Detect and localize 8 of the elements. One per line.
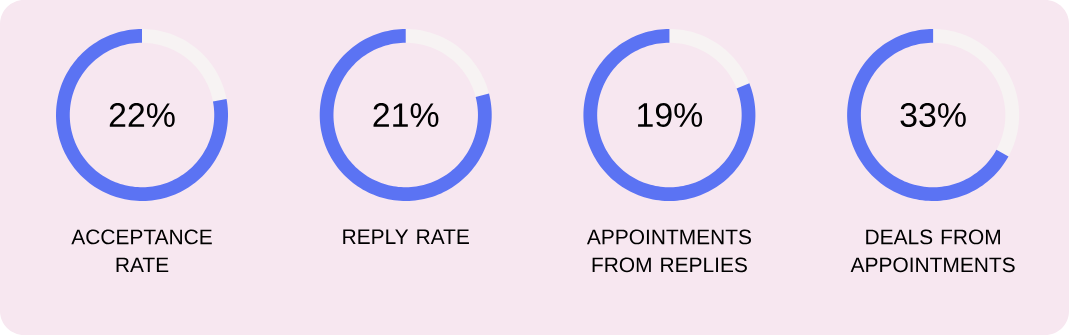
text: 22% xyxy=(109,103,175,127)
text: 21% xyxy=(373,103,439,127)
text: DEALS FROM APPOINTMENTS xyxy=(850,229,1015,273)
text: ACCEPTANCE RATE xyxy=(71,229,212,273)
text: REPLY RATE xyxy=(343,229,469,244)
text: APPOINTMENTS FROM REPLIES xyxy=(586,229,751,273)
text: 19% xyxy=(638,103,703,127)
text: 33% xyxy=(900,103,966,127)
